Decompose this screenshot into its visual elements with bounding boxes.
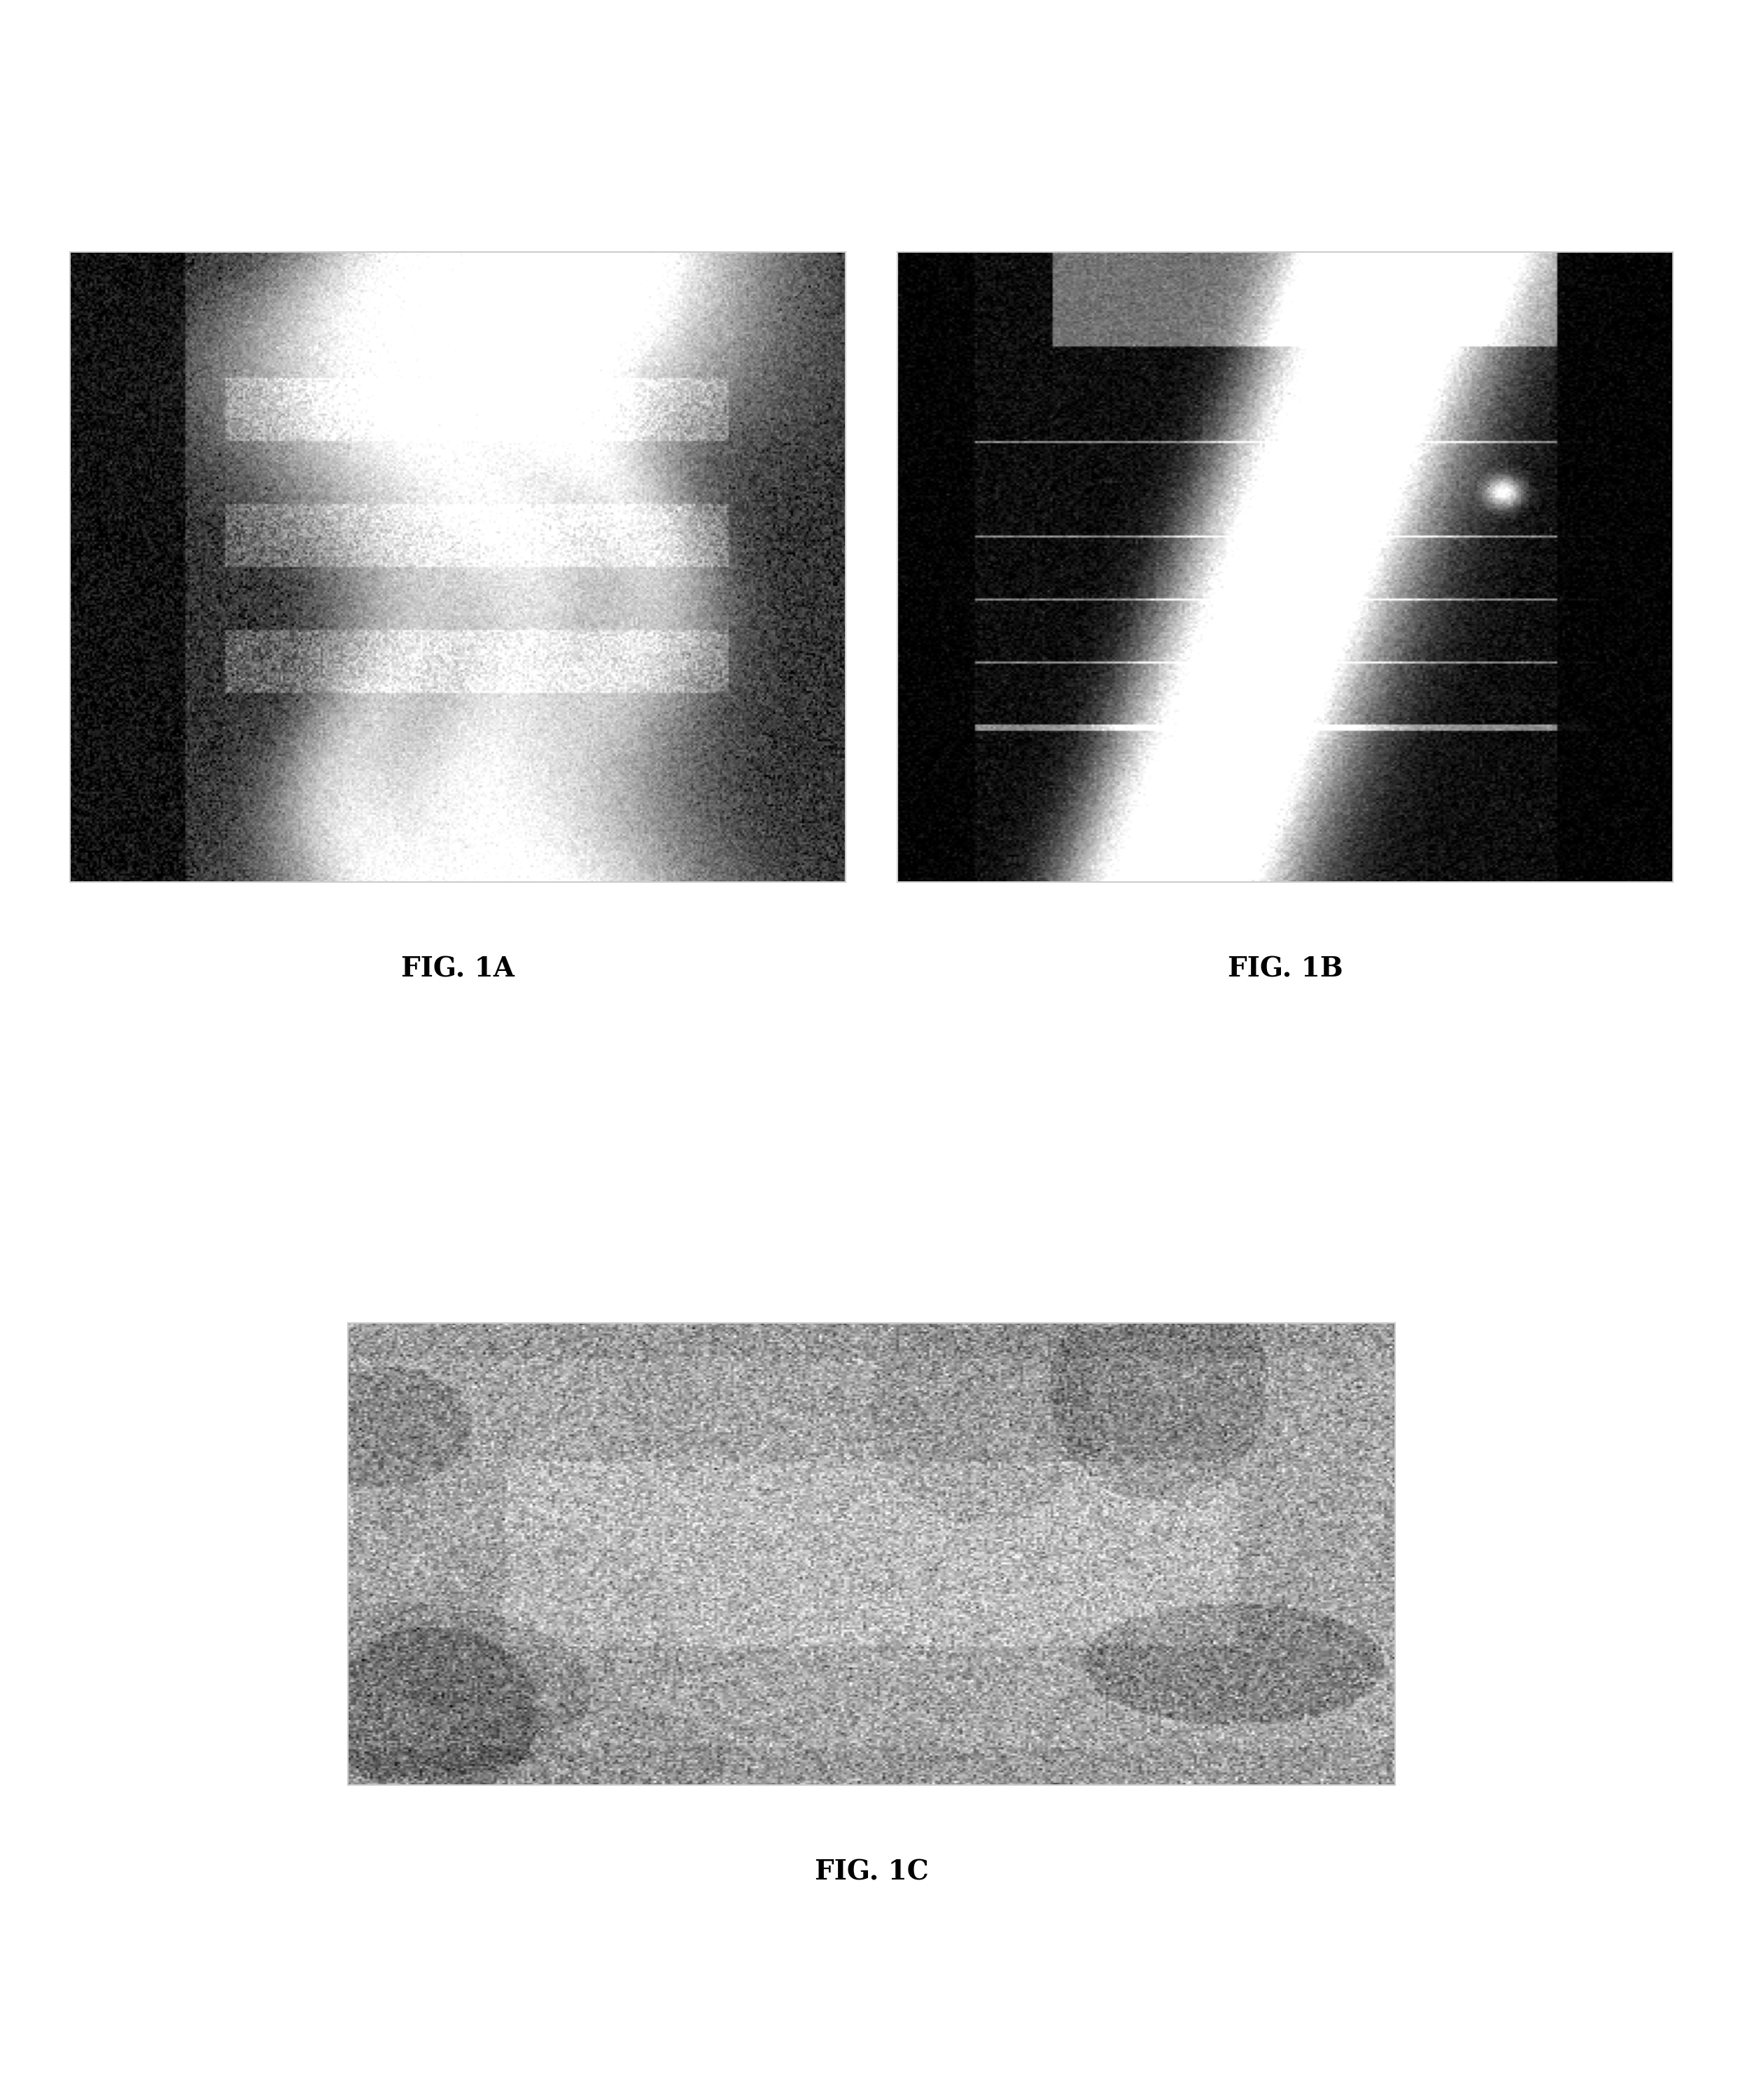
Text: FIG. 1B: FIG. 1B xyxy=(1227,955,1344,983)
Text: FIG. 1C: FIG. 1C xyxy=(814,1858,929,1886)
Text: FIG. 1A: FIG. 1A xyxy=(401,955,514,983)
